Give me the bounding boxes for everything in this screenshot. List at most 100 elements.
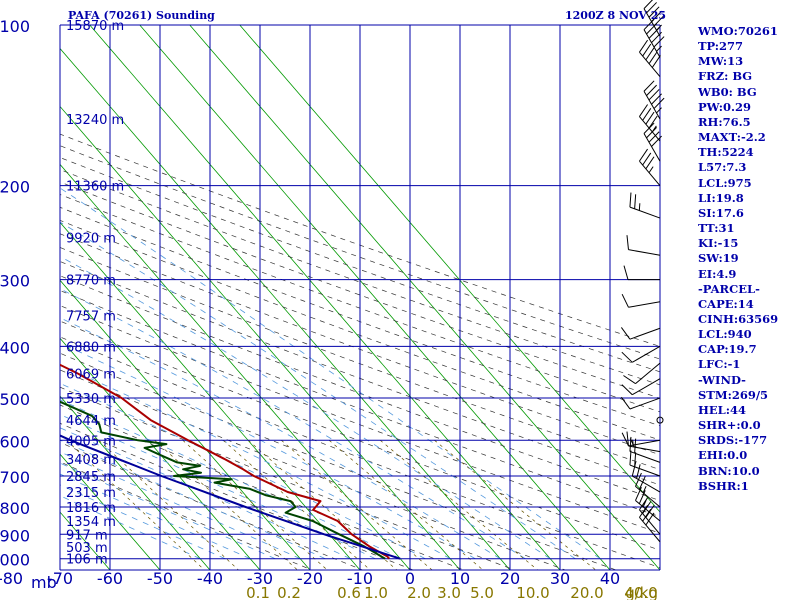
height-label: 4005 m bbox=[66, 434, 116, 449]
barb-flag bbox=[629, 450, 632, 466]
isotherm-line bbox=[60, 395, 211, 570]
barb-half-flag bbox=[632, 439, 634, 447]
parcel-line bbox=[60, 434, 401, 560]
barb-flag bbox=[643, 0, 654, 9]
dry-adiabat bbox=[60, 206, 660, 427]
wind-barb bbox=[623, 265, 660, 281]
index-item: CAP:19.7 bbox=[698, 342, 757, 357]
barb-flag bbox=[645, 111, 655, 125]
index-item: LCL:975 bbox=[698, 175, 752, 190]
wind-barb bbox=[620, 396, 661, 410]
index-item: WB0: BG bbox=[698, 84, 757, 99]
height-label: 15870 m bbox=[66, 19, 124, 34]
height-label: 106 m bbox=[66, 553, 108, 568]
barb-staff bbox=[639, 509, 661, 535]
mixing-ratio-label: 1.0 bbox=[364, 584, 388, 600]
temperature-tick-label: 40 bbox=[600, 569, 620, 588]
temperature-tick-label: 0 bbox=[405, 569, 415, 588]
mixing-ratio-label: 40.0 bbox=[624, 584, 657, 600]
moist-adiabat bbox=[60, 451, 301, 560]
wind-barb bbox=[626, 235, 661, 256]
barb-flag bbox=[635, 486, 642, 501]
wind-barb bbox=[623, 362, 661, 385]
moist-adiabat bbox=[60, 427, 351, 560]
index-item: RH:76.5 bbox=[698, 114, 751, 129]
barb-flag bbox=[648, 89, 660, 101]
index-item: KI:-15 bbox=[698, 236, 739, 251]
index-item: EI:4.9 bbox=[698, 266, 737, 281]
index-item: SRDS:-177 bbox=[698, 433, 768, 448]
barb-flag bbox=[642, 501, 652, 514]
barb-staff bbox=[632, 378, 661, 396]
barb-staff bbox=[629, 206, 661, 219]
moist-adiabat bbox=[60, 288, 526, 560]
mixing-ratio-label: 20.0 bbox=[570, 584, 603, 600]
temperature-tick-label: -50 bbox=[147, 569, 173, 588]
barb-staff bbox=[639, 116, 661, 142]
barb-flag bbox=[651, 135, 662, 147]
barb-flag bbox=[642, 152, 652, 166]
index-item: TT:31 bbox=[698, 221, 735, 236]
barb-flag bbox=[639, 505, 648, 518]
height-label: 5330 m bbox=[66, 392, 116, 407]
dry-adiabat bbox=[60, 233, 660, 456]
barb-flag bbox=[646, 2, 657, 14]
isotherm-line bbox=[89, 25, 561, 570]
barb-flag bbox=[620, 327, 631, 340]
barb-flag bbox=[643, 122, 655, 134]
sounding-traces bbox=[60, 363, 401, 560]
dry-adiabat bbox=[60, 441, 363, 570]
index-item: TH:5224 bbox=[698, 145, 754, 160]
barb-flag bbox=[651, 31, 662, 44]
wind-barbs bbox=[620, 0, 665, 543]
wind-barb bbox=[629, 436, 661, 463]
index-item: SHR+:0.0 bbox=[698, 418, 761, 433]
barb-staff bbox=[628, 249, 661, 256]
dry-adiabat bbox=[60, 261, 660, 486]
isotherm-line bbox=[60, 163, 411, 570]
barb-flag bbox=[653, 97, 665, 109]
barb-flag bbox=[639, 104, 648, 117]
wind-barb bbox=[639, 104, 661, 142]
dry-adiabat bbox=[60, 194, 660, 413]
barb-staff bbox=[628, 301, 661, 308]
barb-flag bbox=[638, 476, 646, 490]
barb-staff bbox=[628, 439, 661, 447]
height-label: 3408 m bbox=[66, 453, 116, 468]
barb-staff bbox=[643, 8, 661, 37]
isotherm-line bbox=[189, 25, 660, 570]
mixing-ratio-label: 3.0 bbox=[437, 584, 461, 600]
temperature-tick-label: -40 bbox=[197, 569, 223, 588]
mixing-ratio-line bbox=[182, 440, 328, 570]
mixing-ratio-line bbox=[434, 440, 597, 570]
height-label: 13240 m bbox=[66, 113, 124, 128]
mixing-ratio-label: 2.0 bbox=[407, 584, 431, 600]
wind-barb bbox=[639, 148, 661, 186]
barb-staff bbox=[632, 345, 661, 363]
moist-adiabat bbox=[60, 473, 251, 560]
dry-adiabat bbox=[60, 369, 566, 570]
height-label: 2845 m bbox=[66, 470, 116, 485]
barb-staff bbox=[628, 445, 661, 453]
pressure-tick-label: 300 bbox=[0, 272, 30, 291]
temperature-line bbox=[60, 363, 390, 560]
wind-barb bbox=[656, 416, 664, 424]
barb-flag bbox=[648, 51, 658, 64]
barb-flag bbox=[626, 431, 629, 447]
indices-panel: WMO:70261 TP:277 MW:13 FRZ: BG WB0: BG PW:0.2… bbox=[698, 24, 798, 494]
isotherm-line bbox=[60, 453, 161, 570]
grid-lines bbox=[59, 24, 661, 571]
index-item: STM:269/5 bbox=[698, 387, 769, 402]
barb-flag bbox=[648, 6, 660, 18]
pressure-tick-label: 600 bbox=[0, 432, 30, 451]
dewpoint-line bbox=[60, 400, 386, 560]
index-item: FRZ: BG bbox=[698, 69, 753, 84]
dry-adiabat bbox=[60, 461, 312, 570]
barb-flag bbox=[646, 84, 657, 96]
barb-staff bbox=[632, 475, 661, 493]
mixing-ratio-label: 0.1 bbox=[246, 584, 270, 600]
mixing-ratio-label: 10.0 bbox=[516, 584, 549, 600]
dry-adiabat bbox=[60, 404, 465, 570]
barb-flag bbox=[646, 23, 657, 35]
barb-half-flag bbox=[638, 203, 641, 211]
